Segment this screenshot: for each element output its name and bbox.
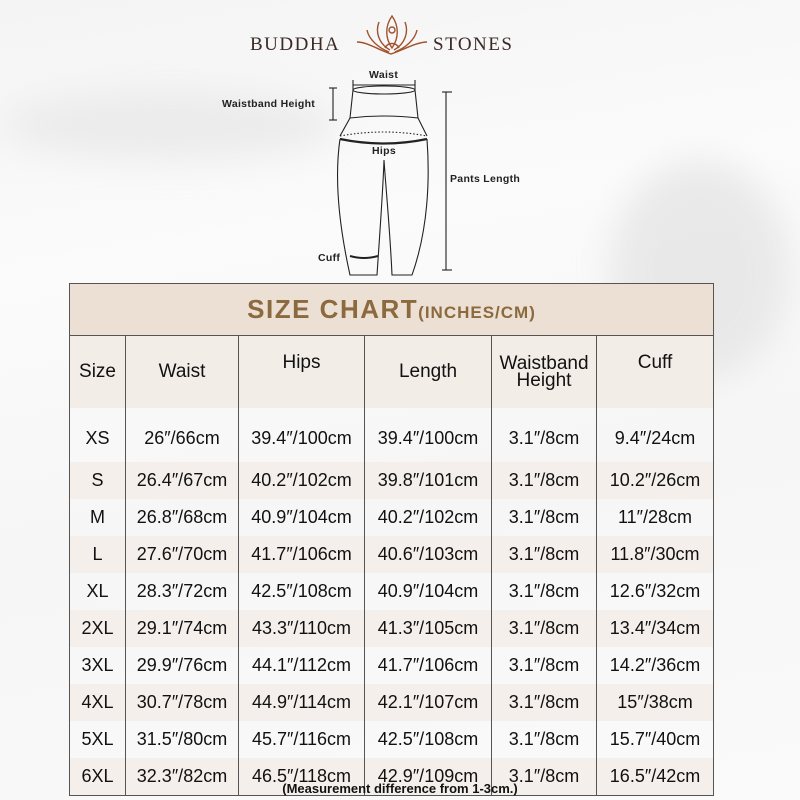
- cell-length: 42.5″/108cm: [364, 721, 492, 758]
- brand-right: STONES: [433, 34, 514, 55]
- table-row: 3XL 29.9″/76cm 44.1″/112cm 41.7″/106cm 3.1″/…: [70, 647, 714, 684]
- table-row: 5XL 31.5″/80cm 45.7″/116cm 42.5″/108cm 3.1″/…: [70, 721, 714, 758]
- cell-size: 4XL: [69, 684, 126, 721]
- size-chart-table: SIZE CHART(INCHES/CM) Size Waist Hips Le…: [69, 283, 715, 796]
- table-row: M 26.8″/68cm 40.9″/104cm 40.2″/102cm 3.1″/8c…: [70, 499, 714, 536]
- lotus-icon: [356, 14, 428, 55]
- cell-waistband-height: 3.1″/8cm: [491, 647, 597, 684]
- cell-hips: 45.7″/116cm: [238, 721, 365, 758]
- cell-size: 6XL: [69, 758, 126, 796]
- table-row: XL 28.3″/72cm 42.5″/108cm 40.9″/104cm 3.1″/8…: [70, 573, 714, 610]
- cell-cuff: 10.2″/26cm: [595, 462, 714, 499]
- cell-hips: 40.9″/104cm: [238, 499, 365, 536]
- cell-cuff: 16.5″/42cm: [595, 758, 714, 796]
- pants-diagram: Waist Waistband Height Hips Pants Length…: [200, 60, 550, 280]
- title-unit: (INCHES/CM): [418, 303, 536, 322]
- cell-cuff: 13.4″/34cm: [595, 610, 714, 647]
- cell-waist: 28.3″/72cm: [125, 573, 239, 610]
- cell-size: 5XL: [81, 729, 114, 749]
- cell-waistband-height: 3.1″/8cm: [491, 610, 597, 647]
- table-row: 4XL 30.7″/78cm 44.9″/114cm 42.1″/107cm 3.1″/…: [69, 684, 714, 721]
- mist-decoration: [0, 90, 340, 160]
- cell-hips: 41.7″/106cm: [238, 536, 365, 573]
- cell-hips: 43.3″/110cm: [238, 610, 365, 647]
- cell-waistband-height: 3.1″/8cm: [491, 462, 597, 499]
- cell-waistband-height: 3.1″/8cm: [491, 684, 597, 721]
- cell-cuff: 15″/38cm: [595, 684, 714, 721]
- cell-waist: 26.8″/68cm: [125, 499, 239, 536]
- label-pants-length: Pants Length: [450, 173, 521, 185]
- cell-waistband-height: 3.1″/8cm: [491, 408, 597, 462]
- cell-hips: 46.5″/118cm: [238, 758, 365, 796]
- cell-length: 40.9″/104cm: [364, 573, 492, 610]
- cell-cuff: 9.4″/24cm: [595, 408, 714, 462]
- label-waist: Waist: [369, 69, 399, 81]
- cell-size: 2XL: [69, 610, 126, 647]
- cell-length: 40.6″/103cm: [364, 536, 492, 573]
- cell-length: 39.8″/101cm: [364, 462, 492, 499]
- cell-waist: 29.1″/74cm: [125, 610, 239, 647]
- measurement-note: (Measurement difference from 1-3cm.): [282, 781, 518, 796]
- cell-size: XL: [86, 581, 109, 601]
- cell-waist: 27.6″/70cm: [125, 536, 239, 573]
- cell-waist: 26.4″/67cm: [125, 462, 239, 499]
- cell-cuff: 11.8″/30cm: [595, 536, 714, 573]
- table-row: 2XL 29.1″/74cm 43.3″/110cm 41.3″/105cm 3.1″/…: [69, 610, 714, 647]
- cell-cuff: 11″/28cm: [595, 499, 714, 536]
- cell-waist: 29.9″/76cm: [125, 647, 239, 684]
- cell-cuff: 14.2″/36cm: [595, 647, 714, 684]
- cell-hips: 44.9″/114cm: [238, 684, 365, 721]
- cell-waist: 32.3″/82cm: [125, 758, 239, 796]
- table-row: 6XL 32.3″/82cm 46.5″/118cm 42.9″/109cm 3.1″/…: [69, 758, 714, 796]
- cell-length: 41.3″/105cm: [364, 610, 492, 647]
- header-row: Size Waist Hips Length Waistband Height …: [69, 335, 714, 408]
- label-waistband-height: Waistband Height: [222, 98, 316, 110]
- brand-left: BUDDHA: [250, 34, 341, 55]
- cell-waistband-height: 3.1″/8cm: [491, 499, 597, 536]
- header-waist: Waist: [125, 335, 239, 408]
- header-waistband-text: Waistband Height: [499, 353, 589, 391]
- cell-hips: 42.5″/108cm: [238, 573, 365, 610]
- cell-waistband-height: 3.1″/8cm: [491, 536, 597, 573]
- header-hips: Hips: [238, 335, 365, 408]
- table-row: XS 26″/66cm 39.4″/100cm 39.4″/100cm 3.1″/8cm…: [70, 408, 714, 462]
- table-row: S 26.4″/67cm 40.2″/102cm 39.8″/101cm 3.1″/8c…: [69, 462, 714, 499]
- cell-waistband-height: 3.1″/8cm: [491, 721, 597, 758]
- cell-size: 3XL: [81, 655, 114, 675]
- header-length: Length: [364, 335, 492, 408]
- cell-length: 39.4″/100cm: [364, 408, 492, 462]
- table-title: SIZE CHART(INCHES/CM): [69, 283, 714, 336]
- cell-hips: 40.2″/102cm: [238, 462, 365, 499]
- cell-waist: 26″/66cm: [125, 408, 239, 462]
- cell-size: L: [69, 536, 126, 573]
- cell-size: XS: [85, 427, 110, 448]
- cell-length: 41.7″/106cm: [364, 647, 492, 684]
- header-cuff: Cuff: [595, 335, 714, 408]
- cell-length: 42.9″/109cm: [364, 758, 492, 796]
- cell-waist: 30.7″/78cm: [125, 684, 239, 721]
- cell-hips: 44.1″/112cm: [238, 647, 365, 684]
- cell-length: 42.1″/107cm: [364, 684, 492, 721]
- cell-size: S: [69, 462, 126, 499]
- label-cuff: Cuff: [318, 252, 341, 264]
- cell-hips: 39.4″/100cm: [238, 408, 365, 462]
- cell-cuff: 15.7″/40cm: [595, 721, 714, 758]
- label-hips: Hips: [372, 145, 396, 157]
- table-row: L 27.6″/70cm 41.7″/106cm 40.6″/103cm 3.1″/8c…: [69, 536, 714, 573]
- cell-cuff: 12.6″/32cm: [595, 573, 714, 610]
- cell-size: M: [90, 507, 105, 527]
- title-text: SIZE CHART: [247, 294, 419, 324]
- cell-waist: 31.5″/80cm: [125, 721, 239, 758]
- cell-length: 40.2″/102cm: [364, 499, 492, 536]
- header-waistband-height: Waistband Height: [491, 335, 597, 408]
- cell-waistband-height: 3.1″/8cm: [491, 758, 597, 796]
- header-size: Size: [69, 335, 126, 408]
- cell-waistband-height: 3.1″/8cm: [491, 573, 597, 610]
